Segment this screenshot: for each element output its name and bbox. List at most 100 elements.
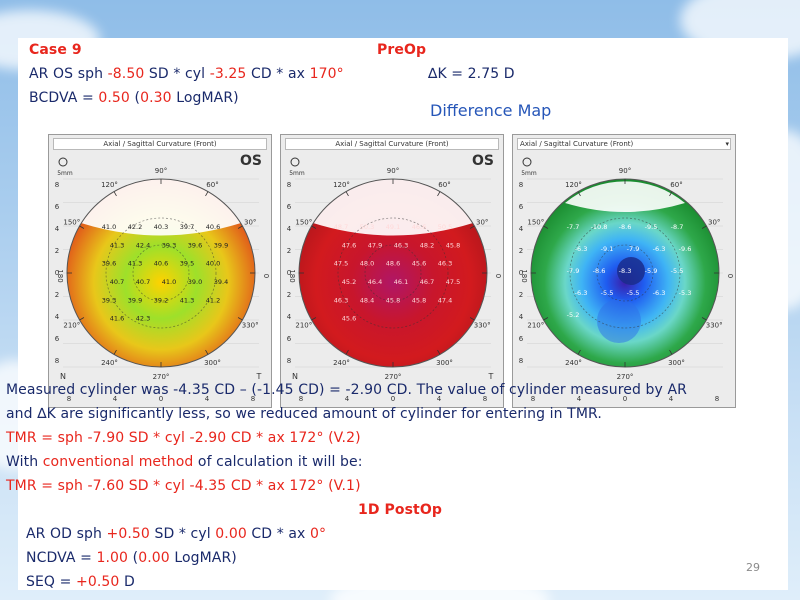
curvature-value: -7.9 — [567, 267, 580, 275]
curvature-value: 41.0 — [102, 223, 116, 231]
curvature-value: 39.3 — [102, 296, 116, 304]
curvature-value: 50.3 — [360, 223, 374, 231]
angle-label: 270° — [385, 373, 402, 381]
curvature-value: 40.3 — [154, 223, 168, 231]
angle-label: 240° — [565, 359, 582, 367]
ncdva-line: NCDVA = 1.00 (0.00 LogMAR) — [26, 550, 237, 566]
angle-label: 180 — [520, 269, 528, 282]
eyelid-shadow — [313, 178, 473, 236]
y-tick-label: 8 — [55, 357, 59, 365]
y-tick-label: 4 — [55, 313, 60, 321]
temporal-label: T — [488, 372, 494, 381]
y-tick-label: 0 — [519, 269, 523, 277]
y-tick-label: 2 — [55, 291, 59, 299]
topography-map-preop-1: Axial / Sagittal Curvature (Front) 90° 12… — [48, 134, 272, 408]
angle-label: 300° — [668, 359, 685, 367]
angle-label: 30° — [476, 219, 488, 227]
curvature-value: 41.3 — [128, 260, 142, 268]
curvature-value: -5.5 — [671, 267, 684, 275]
angle-tick — [577, 349, 581, 355]
angle-label: 0 — [494, 274, 502, 278]
angle-tick — [437, 191, 441, 197]
angle-label: 330° — [706, 322, 723, 330]
angle-tick — [311, 225, 317, 229]
angle-label: 180 — [56, 269, 64, 282]
slide: Case 9 PreOp AR OS sph -8.50 SD * cyl -3… — [6, 38, 788, 590]
curvature-value: -10.8 — [591, 223, 608, 231]
central-steep-zone — [617, 257, 645, 285]
curvature-value: 46.6 — [412, 223, 426, 231]
curvature-value: 41.6 — [110, 315, 124, 323]
curvature-value: -9.1 — [601, 245, 614, 253]
eyelid-shadow — [565, 181, 685, 212]
chevron-down-icon: ▾ — [725, 140, 729, 148]
map-selector-dropdown[interactable]: Axial / Sagittal Curvature (Front) ▾ — [517, 138, 731, 150]
inferior-zone — [597, 299, 641, 343]
curvature-value: 40.0 — [206, 260, 220, 268]
y-tick-label: 0 — [287, 269, 291, 277]
x-tick-label: 0 — [159, 395, 163, 403]
y-tick-label: 2 — [287, 247, 291, 255]
angle-label: 150° — [527, 219, 544, 227]
y-tick-label: 2 — [55, 247, 59, 255]
curvature-value: 45.8 — [386, 296, 400, 304]
y-tick-label: 2 — [519, 247, 523, 255]
curvature-value: -5.2 — [567, 311, 580, 319]
curvature-value: 40.6 — [154, 260, 168, 268]
x-tick-label: 4 — [669, 395, 674, 403]
angle-tick — [701, 225, 707, 229]
conventional-method-line: With conventional method of calculation … — [6, 454, 363, 470]
curvature-value: 46.7 — [420, 278, 434, 286]
curvature-value: -6.3 — [653, 245, 666, 253]
angle-label: 270° — [617, 373, 634, 381]
x-tick-label: 8 — [299, 395, 303, 403]
angle-tick — [345, 191, 349, 197]
curvature-value: 39.3 — [162, 241, 176, 249]
curvature-value: -6.3 — [575, 289, 588, 297]
curvature-value: 48.7 — [334, 223, 348, 231]
angle-label: 210° — [527, 322, 544, 330]
angle-tick — [237, 225, 243, 229]
curvature-value: 45.2 — [342, 278, 356, 286]
ar-postop-line: AR OD sph +0.50 SD * cyl 0.00 CD * ax 0° — [26, 526, 327, 542]
angle-label: 150° — [63, 219, 80, 227]
zone-ring — [105, 217, 217, 329]
curvature-value: 48.2 — [420, 241, 434, 249]
angle-tick — [237, 317, 243, 321]
ar-preop-line: AR OS sph -8.50 SD * cyl -3.25 CD * ax 1… — [29, 66, 344, 82]
curvature-value: 46.3 — [438, 260, 452, 268]
curvature-value: -6.3 — [575, 245, 588, 253]
angle-label: 240° — [333, 359, 350, 367]
curvature-value: 45.8 — [412, 296, 426, 304]
y-tick-label: 8 — [519, 357, 523, 365]
curvature-value: 41.3 — [180, 296, 194, 304]
mm-scale-label: 5mm — [57, 170, 73, 177]
curvature-value: 47.9 — [368, 241, 382, 249]
curvature-value: 45.8 — [446, 241, 460, 249]
curvature-value: -5.5 — [627, 289, 640, 297]
eyelid-shadow — [81, 178, 241, 236]
curvature-value: 39.9 — [128, 296, 142, 304]
x-tick-label: 8 — [715, 395, 719, 403]
angle-label: 0 — [262, 274, 270, 278]
angle-tick — [113, 349, 117, 355]
y-tick-label: 8 — [519, 181, 523, 189]
y-tick-label: 2 — [519, 291, 523, 299]
postop-label: 1D PostOp — [358, 502, 442, 518]
curvature-value: -5.3 — [679, 289, 692, 297]
curvature-value: 49.1 — [386, 223, 400, 231]
angle-tick — [469, 225, 475, 229]
curvature-value: 39.9 — [214, 241, 228, 249]
angle-label: 300° — [204, 359, 221, 367]
y-tick-label: 4 — [287, 225, 292, 233]
curvature-value: 39.4 — [214, 278, 228, 286]
angle-tick — [669, 349, 673, 355]
angle-label: 60° — [438, 181, 450, 189]
curvature-value: 42.2 — [128, 223, 142, 231]
angle-label: 90° — [387, 167, 399, 175]
curvature-value: -6.3 — [653, 289, 666, 297]
x-tick-label: 8 — [531, 395, 535, 403]
y-tick-label: 6 — [519, 203, 524, 211]
